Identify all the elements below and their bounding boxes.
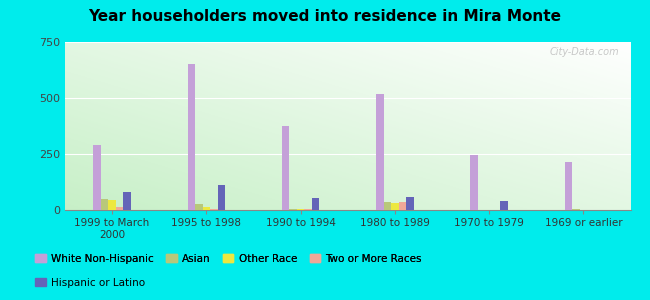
Bar <box>218 185 226 210</box>
Bar <box>572 209 580 210</box>
Text: Year householders moved into residence in Mira Monte: Year householders moved into residence i… <box>88 9 562 24</box>
Text: City-Data.com: City-Data.com <box>549 47 619 57</box>
Bar <box>312 198 320 210</box>
Bar <box>297 209 304 210</box>
Bar <box>116 207 124 210</box>
Bar <box>210 209 218 210</box>
Bar <box>391 203 398 210</box>
Bar <box>406 196 414 210</box>
Bar <box>94 145 101 210</box>
Bar <box>101 199 109 210</box>
Bar <box>289 209 297 210</box>
Bar <box>195 204 203 210</box>
Bar <box>398 202 406 210</box>
Bar <box>384 202 391 210</box>
Bar <box>109 200 116 210</box>
Legend: Hispanic or Latino: Hispanic or Latino <box>31 274 150 292</box>
Bar <box>564 162 572 210</box>
Bar <box>500 202 508 210</box>
Bar <box>281 126 289 210</box>
Bar <box>187 64 195 210</box>
Bar <box>376 94 384 210</box>
Legend: White Non-Hispanic, Asian, Other Race, Two or More Races: White Non-Hispanic, Asian, Other Race, T… <box>31 250 426 268</box>
Bar <box>470 155 478 210</box>
Bar <box>124 192 131 210</box>
Bar <box>304 209 312 210</box>
Bar <box>203 207 210 210</box>
